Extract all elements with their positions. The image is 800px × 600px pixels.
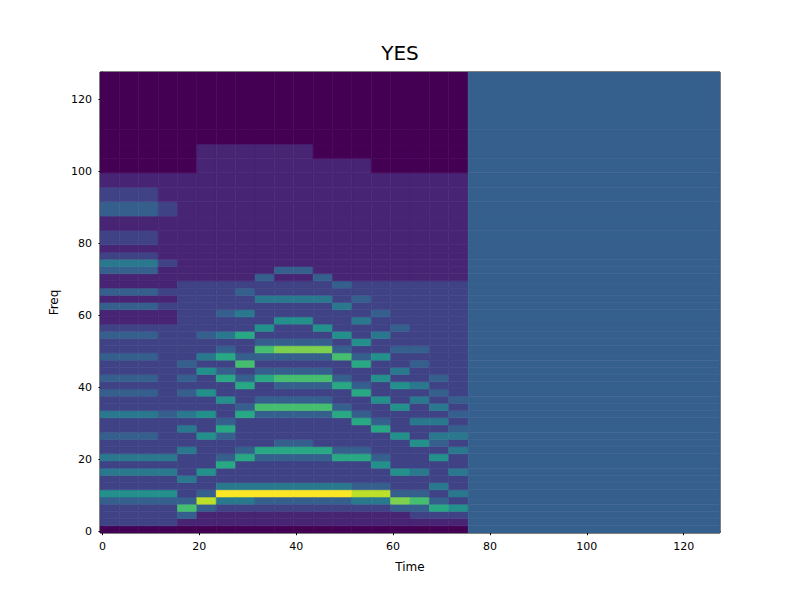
svg-text:80: 80	[78, 237, 92, 250]
svg-text:40: 40	[289, 540, 303, 553]
svg-text:120: 120	[71, 93, 92, 106]
svg-text:60: 60	[386, 540, 400, 553]
svg-text:100: 100	[71, 165, 92, 178]
svg-text:Time: Time	[394, 560, 424, 574]
svg-text:40: 40	[78, 381, 92, 394]
svg-text:60: 60	[78, 309, 92, 322]
svg-text:Freq: Freq	[47, 290, 61, 316]
svg-text:YES: YES	[380, 41, 419, 65]
svg-text:20: 20	[192, 540, 206, 553]
svg-text:100: 100	[576, 540, 597, 553]
svg-text:0: 0	[99, 540, 106, 553]
svg-text:80: 80	[483, 540, 497, 553]
svg-text:20: 20	[78, 453, 92, 466]
svg-text:0: 0	[85, 525, 92, 538]
svg-text:120: 120	[673, 540, 694, 553]
